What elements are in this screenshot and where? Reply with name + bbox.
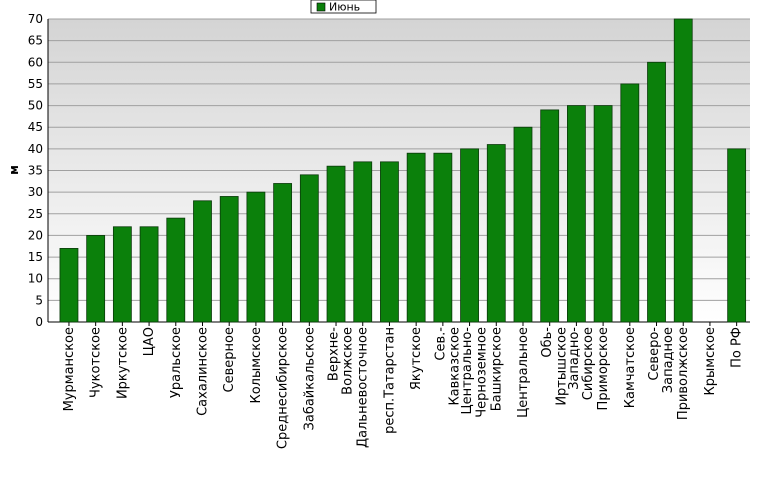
y-tick-label: 45 <box>28 120 43 134</box>
x-tick-label: Чукотское <box>89 327 104 398</box>
x-tick-label: Западно-Сибирское <box>567 327 596 401</box>
legend: Июнь <box>310 0 377 14</box>
x-tick-label: ЦАО <box>142 327 157 356</box>
bar <box>406 152 426 323</box>
x-tick-label: респ.Татарстан <box>382 327 397 434</box>
x-tick-label: Дальневосточное <box>356 327 371 448</box>
bar <box>139 226 159 323</box>
y-tick-label: 0 <box>35 315 43 329</box>
y-tick-label: 25 <box>28 207 43 221</box>
x-tick-label: Крымское <box>703 327 718 396</box>
y-axis-label: м <box>7 165 21 175</box>
bar <box>353 161 373 323</box>
bar <box>273 183 293 323</box>
bar <box>540 109 560 323</box>
y-tick-label: 20 <box>28 228 43 242</box>
x-tick-label: Уральское <box>169 327 184 398</box>
x-tick-label: Сахалинское <box>195 327 210 416</box>
x-tick-label: Камчатское <box>623 327 638 408</box>
x-tick-label: Центрально-Черноземное <box>460 327 489 418</box>
y-tick-label: 70 <box>28 12 43 26</box>
y-tick-label: 5 <box>35 293 43 307</box>
bar <box>112 226 132 323</box>
bar <box>86 235 106 323</box>
bar <box>673 18 693 323</box>
x-tick-label: Северное <box>222 327 237 392</box>
x-tick-label: По РФ <box>730 327 745 368</box>
x-tick-label: Иркутское <box>115 327 130 399</box>
x-tick-label: Забайкальское <box>302 327 317 430</box>
bar <box>219 196 239 323</box>
x-tick-label: Обь-Иртышское <box>540 327 569 406</box>
y-tick-label: 15 <box>28 250 43 264</box>
bar <box>166 217 186 323</box>
bar <box>486 144 506 323</box>
y-tick-label: 65 <box>28 34 43 48</box>
bar <box>460 148 479 323</box>
bar <box>246 191 266 323</box>
y-tick-label: 30 <box>28 185 43 199</box>
x-tick-label: Якутское <box>409 327 424 390</box>
y-tick-label: 40 <box>28 142 43 156</box>
y-tick-label: 60 <box>28 55 43 69</box>
legend-box <box>310 0 377 14</box>
bar <box>567 105 586 323</box>
bar <box>433 152 453 323</box>
y-tick-label: 35 <box>28 164 43 178</box>
legend-label: Июнь <box>329 1 360 14</box>
x-tick-label: Среднесибирское <box>276 327 291 449</box>
x-tick-label: Колымское <box>249 327 264 404</box>
x-tick-label: Центральное <box>516 327 531 418</box>
bar <box>620 83 640 323</box>
bar <box>647 61 666 323</box>
bar <box>727 148 747 323</box>
x-tick-label: Сев.-Кавказское <box>433 327 462 406</box>
x-tick-label: Приволжское <box>676 327 691 420</box>
x-tick-label: Башкирское <box>489 327 504 411</box>
bar <box>326 165 346 323</box>
y-tick-label: 10 <box>28 272 43 286</box>
y-tick-label: 50 <box>28 99 43 113</box>
legend-swatch <box>316 2 326 12</box>
bar <box>193 200 212 323</box>
x-tick-label: Мурманское <box>62 327 77 411</box>
x-tick-label: Верхне-Волжское <box>326 327 355 395</box>
x-tick-label: Северо-Западное <box>647 327 676 394</box>
bar <box>59 248 79 323</box>
bar <box>380 161 399 323</box>
y-tick-label: 55 <box>28 77 43 91</box>
x-tick-label: Приморское <box>596 327 611 410</box>
bar <box>593 105 613 323</box>
bar <box>299 174 319 323</box>
bar <box>513 126 533 323</box>
